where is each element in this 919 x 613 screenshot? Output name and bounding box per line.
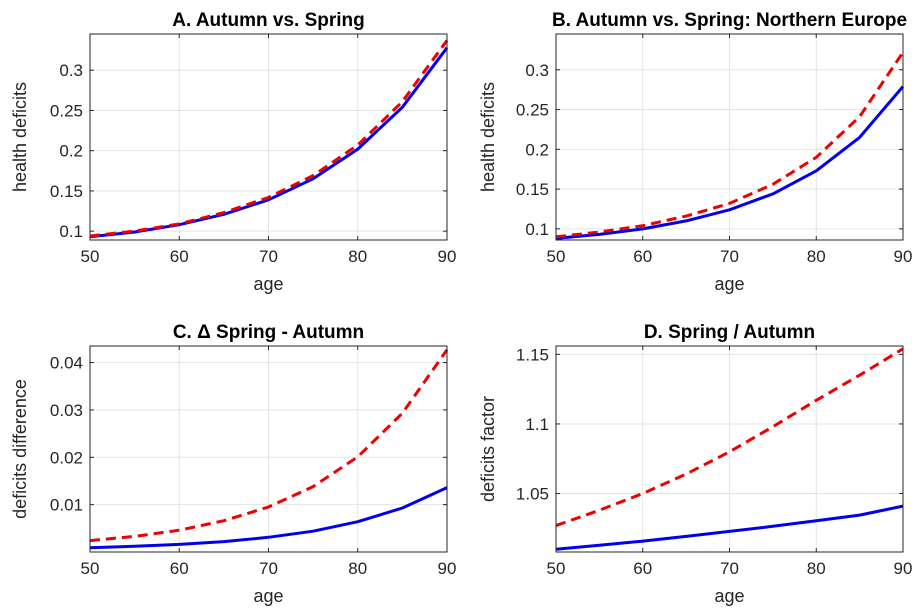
x-tick-label: 70 [720, 559, 739, 578]
x-tick-label: 90 [438, 559, 457, 578]
y-axis-label: deficits difference [10, 379, 30, 519]
chart-title: A. Autumn vs. Spring [172, 10, 364, 31]
chart-title: C. Δ Spring - Autumn [173, 322, 364, 343]
y-tick-label: 1.1 [525, 415, 549, 434]
y-axis-label: health deficits [10, 82, 30, 192]
y-tick-label: 0.25 [50, 101, 83, 120]
x-axis-label: age [253, 274, 283, 294]
chart-panel-2: 50 60 70 80 90 0.01 0.02 0.03 0.04 C. Δ Spring - … [10, 322, 456, 606]
y-tick-label: 1.05 [516, 485, 549, 504]
series-line-dashed [555, 347, 904, 528]
x-tick-label: 80 [807, 247, 826, 266]
y-tick-label: 0.2 [59, 142, 83, 161]
series-line-dashed [89, 348, 449, 543]
x-axis-label: age [714, 586, 744, 606]
y-tick-label: 0.15 [516, 180, 549, 199]
x-tick-label: 80 [348, 247, 367, 266]
chart-panel-0: 50 60 70 80 90 0.1 0.15 0.2 0.25 0.3 A. Autumn vs.… [10, 10, 456, 294]
y-tick-label: 0.2 [525, 140, 549, 159]
x-tick-label: 70 [720, 247, 739, 266]
y-tick-label: 1.15 [516, 345, 549, 364]
x-tick-label: 60 [633, 559, 652, 578]
y-tick-label: 0.3 [525, 61, 549, 80]
y-tick-label: 0.1 [525, 220, 549, 239]
x-tick-label: 90 [894, 559, 913, 578]
x-tick-label: 50 [547, 559, 566, 578]
x-tick-label: 70 [259, 247, 278, 266]
chart-panel-3: 50 60 70 80 90 1.05 1.1 1.15 D. Spring / Autumn a… [478, 322, 912, 606]
y-tick-label: 0.25 [516, 101, 549, 120]
series-line-solid [89, 46, 449, 239]
x-axis-label: age [253, 586, 283, 606]
series-line-dashed [555, 51, 905, 239]
y-tick-label: 0.01 [50, 496, 83, 515]
y-tick-label: 0.03 [50, 401, 83, 420]
x-tick-label: 60 [633, 247, 652, 266]
x-tick-label: 60 [170, 247, 189, 266]
series-line-solid [555, 504, 904, 551]
x-tick-label: 70 [259, 559, 278, 578]
chart-title: D. Spring / Autumn [644, 322, 815, 343]
y-tick-label: 0.02 [50, 448, 83, 467]
x-tick-label: 60 [170, 559, 189, 578]
series-line-dashed [89, 39, 449, 238]
x-axis-label: age [714, 274, 744, 294]
x-tick-label: 50 [81, 247, 100, 266]
series-line-solid [555, 85, 905, 240]
chart-panel-1: 50 60 70 80 90 0.1 0.15 0.2 0.25 0.3 B. Autumn vs.… [478, 10, 912, 294]
y-tick-label: 0.15 [50, 182, 83, 201]
y-axis-label: deficits factor [478, 396, 498, 502]
y-tick-label: 0.3 [59, 61, 83, 80]
x-tick-label: 50 [547, 247, 566, 266]
y-tick-label: 0.04 [50, 354, 83, 373]
y-axis-label: health deficits [478, 82, 498, 192]
x-tick-label: 50 [81, 559, 100, 578]
chart-title: B. Autumn vs. Spring: Northern Europe [552, 10, 907, 31]
x-tick-label: 90 [894, 247, 913, 266]
y-tick-label: 0.1 [59, 222, 83, 241]
x-tick-label: 80 [348, 559, 367, 578]
x-tick-label: 80 [807, 559, 826, 578]
series-line-solid [89, 486, 448, 550]
x-tick-label: 90 [438, 247, 457, 266]
